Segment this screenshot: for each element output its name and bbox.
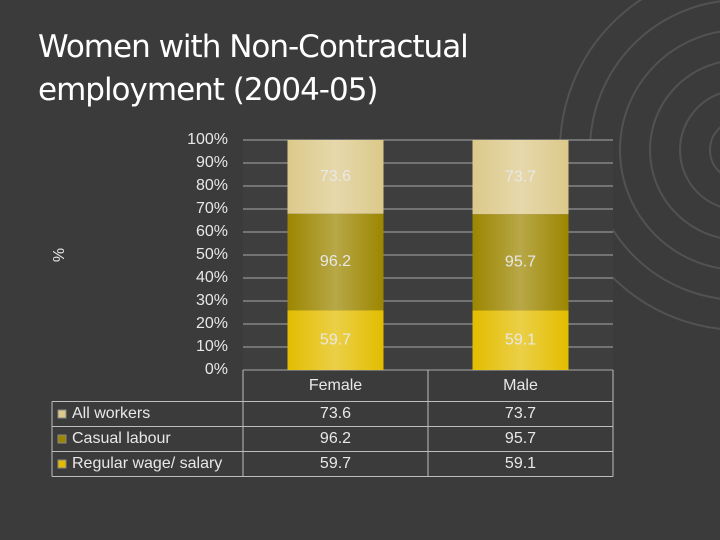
legend-swatch: [57, 434, 67, 444]
bar-shine: [287, 310, 384, 370]
y-tick-label: 20%: [196, 315, 228, 332]
table-value: 59.7: [320, 455, 351, 472]
y-tick-label: 30%: [196, 292, 228, 309]
bar-shine: [472, 214, 569, 311]
legend-swatch: [57, 409, 67, 419]
y-tick-label: 10%: [196, 338, 228, 355]
table-value: 73.7: [505, 405, 536, 422]
y-tick-label: 100%: [187, 131, 228, 148]
x-tick-label: Male: [503, 377, 538, 394]
legend-swatch: [57, 459, 67, 469]
bar-shine: [287, 213, 384, 311]
data-label: 95.7: [505, 254, 536, 271]
table-value: 96.2: [320, 430, 351, 447]
y-tick-label: 60%: [196, 223, 228, 240]
y-tick-label: 90%: [196, 154, 228, 171]
bar-shine: [472, 310, 569, 370]
data-label: 73.7: [505, 168, 536, 185]
table-value: 59.1: [505, 455, 536, 472]
slide-title: Women with Non-Contractual employment (2…: [38, 29, 469, 108]
data-label: 59.7: [320, 331, 351, 348]
data-label: 73.6: [320, 168, 351, 185]
data-label: 59.1: [505, 331, 536, 348]
bar-shine: [287, 140, 384, 214]
data-label: 96.2: [320, 253, 351, 270]
table-value: 73.6: [320, 405, 351, 422]
legend-label: Regular wage/ salary: [72, 455, 222, 472]
y-tick-label: 40%: [196, 269, 228, 286]
y-tick-label: 0%: [205, 361, 228, 378]
y-axis-label: %: [51, 248, 68, 262]
table-value: 95.7: [505, 430, 536, 447]
legend-label: All workers: [72, 405, 150, 422]
y-tick-label: 50%: [196, 246, 228, 263]
x-tick-label: Female: [309, 377, 362, 394]
legend-label: Casual labour: [72, 430, 171, 447]
bar-shine: [472, 140, 569, 215]
y-tick-label: 80%: [196, 177, 228, 194]
y-tick-label: 70%: [196, 200, 228, 217]
